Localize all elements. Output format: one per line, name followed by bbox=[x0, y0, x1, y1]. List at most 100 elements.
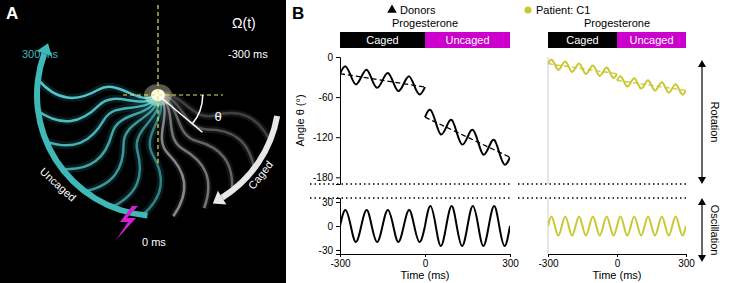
data-line bbox=[425, 206, 510, 246]
tick-label: 30 bbox=[322, 197, 334, 208]
x-tick: 0 bbox=[423, 254, 429, 269]
caged-arrow-head bbox=[213, 191, 227, 205]
tick-label: -180 bbox=[313, 172, 333, 183]
x-tick: -300 bbox=[330, 254, 350, 269]
legend-label: Donors bbox=[400, 4, 436, 16]
tick-label: 300 bbox=[502, 258, 519, 269]
phase-label: Uncaged bbox=[629, 34, 673, 46]
tick-mark bbox=[336, 137, 340, 138]
panel-label: A bbox=[6, 4, 18, 23]
time-label: 0 ms bbox=[142, 236, 166, 248]
reference-axis bbox=[157, 5, 158, 165]
flagellum-trace bbox=[36, 78, 159, 105]
y-axis-line bbox=[548, 57, 549, 184]
phase-bar bbox=[617, 32, 686, 48]
legend-marker bbox=[387, 4, 397, 12]
y-axis-line bbox=[336, 199, 341, 255]
side-label: Rotation bbox=[709, 102, 721, 143]
tick-label: 0 bbox=[423, 258, 429, 269]
range-arrow-head bbox=[698, 60, 706, 67]
y-tick: -120 bbox=[313, 132, 340, 143]
caged-arrow bbox=[221, 115, 281, 200]
plot-area bbox=[548, 216, 686, 235]
data-line bbox=[548, 216, 617, 235]
chart: -300 30 -300 0 300 bbox=[310, 197, 519, 269]
figure: θCagedUncagedAΩ(t)-300 ms300 ms0 msBDono… bbox=[0, 0, 729, 283]
flagellum-traces bbox=[36, 78, 277, 217]
y-tick: 0 bbox=[327, 221, 340, 232]
x-axis: -300 0 300 bbox=[330, 254, 519, 269]
range-arrow bbox=[701, 203, 702, 257]
x-tick: -300 bbox=[538, 254, 558, 269]
plot-area bbox=[340, 206, 510, 246]
legend: DonorsPatient: C1 bbox=[387, 4, 590, 16]
data-line bbox=[425, 110, 510, 165]
trend-line bbox=[548, 64, 617, 74]
trend-line bbox=[340, 74, 425, 87]
phase-label: Uncaged bbox=[38, 165, 79, 203]
chart: -3000300 bbox=[518, 198, 695, 269]
flagellum-glow bbox=[36, 78, 159, 105]
y-axis: -180 -120 -60 0 bbox=[313, 52, 341, 185]
time-label: -300 ms bbox=[228, 48, 268, 60]
column-title: Progesterone bbox=[392, 17, 458, 29]
tick-label: 0 bbox=[327, 221, 333, 232]
tick-label: 300 bbox=[678, 258, 695, 269]
angle-ray bbox=[158, 95, 202, 132]
uncaged-arrow bbox=[34, 53, 148, 219]
phase-bar bbox=[425, 32, 510, 48]
phase-label: Caged bbox=[366, 34, 398, 46]
tick-label: -60 bbox=[319, 92, 334, 103]
data-line bbox=[617, 216, 686, 235]
tick-mark bbox=[336, 202, 340, 203]
tick-mark bbox=[617, 254, 618, 257]
tick-mark bbox=[340, 254, 341, 257]
plot-area bbox=[548, 60, 686, 95]
x-tick: 300 bbox=[678, 254, 695, 269]
y-tick: -60 bbox=[319, 92, 340, 103]
x-axis-line bbox=[341, 255, 511, 258]
panel-title: Ω(t) bbox=[232, 15, 256, 31]
phase-bar bbox=[548, 32, 617, 48]
reference-axis bbox=[123, 94, 223, 95]
data-line bbox=[340, 66, 425, 94]
y-axis: -30030 bbox=[319, 197, 341, 256]
trend-line bbox=[425, 117, 510, 157]
tick-mark bbox=[336, 177, 340, 178]
phase-label: Uncaged bbox=[445, 34, 489, 46]
x-axis: -3000300 bbox=[538, 254, 695, 269]
tick-label: -300 bbox=[330, 258, 350, 269]
tick-mark bbox=[336, 226, 340, 227]
tick-mark bbox=[425, 254, 426, 257]
tick-mark bbox=[336, 57, 340, 58]
tick-mark bbox=[510, 254, 511, 257]
angle-arc bbox=[192, 95, 204, 124]
phase-bar bbox=[340, 32, 425, 48]
data-line bbox=[548, 60, 617, 78]
panel-label: B bbox=[292, 4, 304, 23]
side-label: Oscillation bbox=[709, 205, 721, 256]
image-background bbox=[0, 0, 286, 283]
tick-mark bbox=[686, 254, 687, 257]
uncaging-flash bbox=[116, 206, 138, 240]
chart bbox=[518, 57, 686, 184]
legend-marker bbox=[524, 6, 531, 13]
tick-mark bbox=[336, 250, 340, 251]
range-arrow-head bbox=[698, 177, 706, 184]
tick-label: -300 bbox=[538, 258, 558, 269]
y-tick: 0 bbox=[327, 52, 340, 63]
range-arrow-head bbox=[698, 255, 706, 262]
x-axis-title: Time (ms) bbox=[400, 269, 449, 281]
trend-line bbox=[617, 80, 686, 90]
range-arrow bbox=[701, 65, 702, 179]
y-axis-line bbox=[336, 58, 341, 185]
tick-label: -120 bbox=[313, 132, 333, 143]
axis-break-line bbox=[518, 197, 686, 199]
x-axis-line bbox=[549, 255, 687, 258]
tick-label: 0 bbox=[327, 52, 333, 63]
tick-mark bbox=[336, 97, 340, 98]
chart: -180 -120 -60 0 bbox=[310, 52, 510, 185]
y-axis-title: Angle θ (°) bbox=[294, 94, 306, 146]
plot-area bbox=[340, 66, 510, 164]
phase-label: Caged bbox=[566, 34, 598, 46]
